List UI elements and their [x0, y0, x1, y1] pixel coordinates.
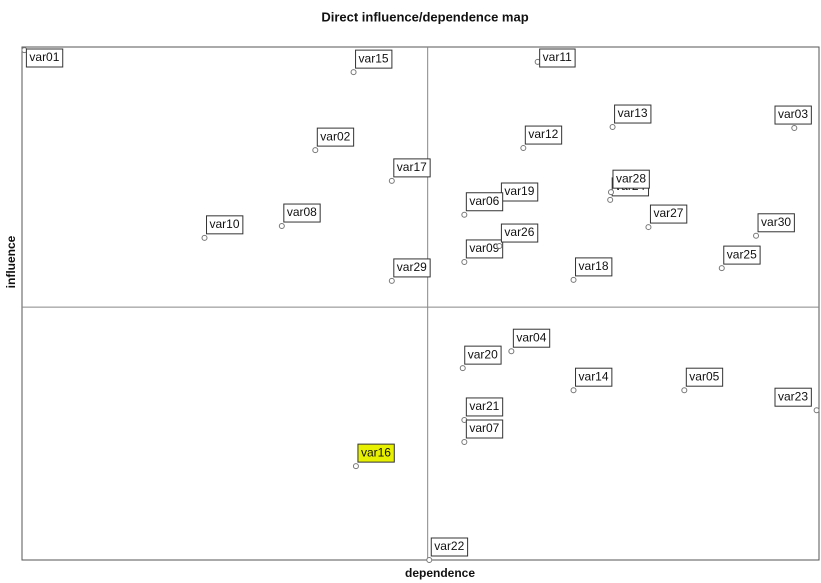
- point: [353, 464, 358, 469]
- point: [754, 233, 759, 238]
- point: [610, 125, 615, 130]
- x-axis-label: dependence: [405, 566, 475, 580]
- plot-frame: [22, 47, 819, 560]
- point-label: var27: [653, 206, 683, 220]
- point-label: var29: [397, 260, 427, 274]
- point: [427, 558, 432, 563]
- point: [792, 126, 797, 131]
- point-label: var21: [469, 399, 499, 413]
- point-label: var25: [727, 247, 757, 261]
- point: [521, 146, 526, 151]
- y-axis-label: influence: [4, 235, 18, 288]
- point: [279, 224, 284, 229]
- point-label: var01: [29, 50, 59, 64]
- point-label: var14: [579, 369, 609, 383]
- point: [351, 70, 356, 75]
- point-label: var18: [579, 259, 609, 273]
- point: [460, 366, 465, 371]
- point-label: var09: [469, 241, 499, 255]
- point: [719, 266, 724, 271]
- point: [202, 235, 207, 240]
- point-label: var13: [618, 106, 648, 120]
- point-label: var10: [210, 217, 240, 231]
- point: [571, 277, 576, 282]
- point: [313, 148, 318, 153]
- point: [608, 197, 613, 202]
- point: [571, 388, 576, 393]
- point-label: var06: [469, 194, 499, 208]
- point-label: var04: [516, 330, 546, 344]
- point-label: var30: [761, 215, 791, 229]
- point-label: var12: [528, 127, 558, 141]
- point-label: var15: [359, 51, 389, 65]
- point: [462, 259, 467, 264]
- point-label: var16: [361, 445, 391, 459]
- point-label: var20: [468, 347, 498, 361]
- point: [462, 212, 467, 217]
- point: [497, 244, 502, 249]
- point-label: var03: [778, 107, 808, 121]
- point: [389, 278, 394, 283]
- point-label: var02: [320, 129, 350, 143]
- point-label: var07: [469, 421, 499, 435]
- point-label: var11: [543, 50, 572, 64]
- chart-title: Direct influence/dependence map: [321, 9, 528, 24]
- point-label: var26: [504, 225, 534, 239]
- point-label: var19: [504, 184, 534, 198]
- point: [682, 388, 687, 393]
- point: [608, 190, 613, 195]
- point: [814, 408, 819, 413]
- chart: Direct influence/dependence map dependen…: [0, 0, 821, 583]
- point-label: var08: [287, 205, 317, 219]
- point-label: var05: [689, 369, 719, 383]
- point: [509, 349, 514, 354]
- point-label: var23: [778, 389, 808, 403]
- point: [646, 225, 651, 230]
- point: [462, 440, 467, 445]
- point: [389, 178, 394, 183]
- point-label: var17: [397, 160, 427, 174]
- point-label: var28: [616, 171, 646, 185]
- point-label: var22: [434, 539, 464, 553]
